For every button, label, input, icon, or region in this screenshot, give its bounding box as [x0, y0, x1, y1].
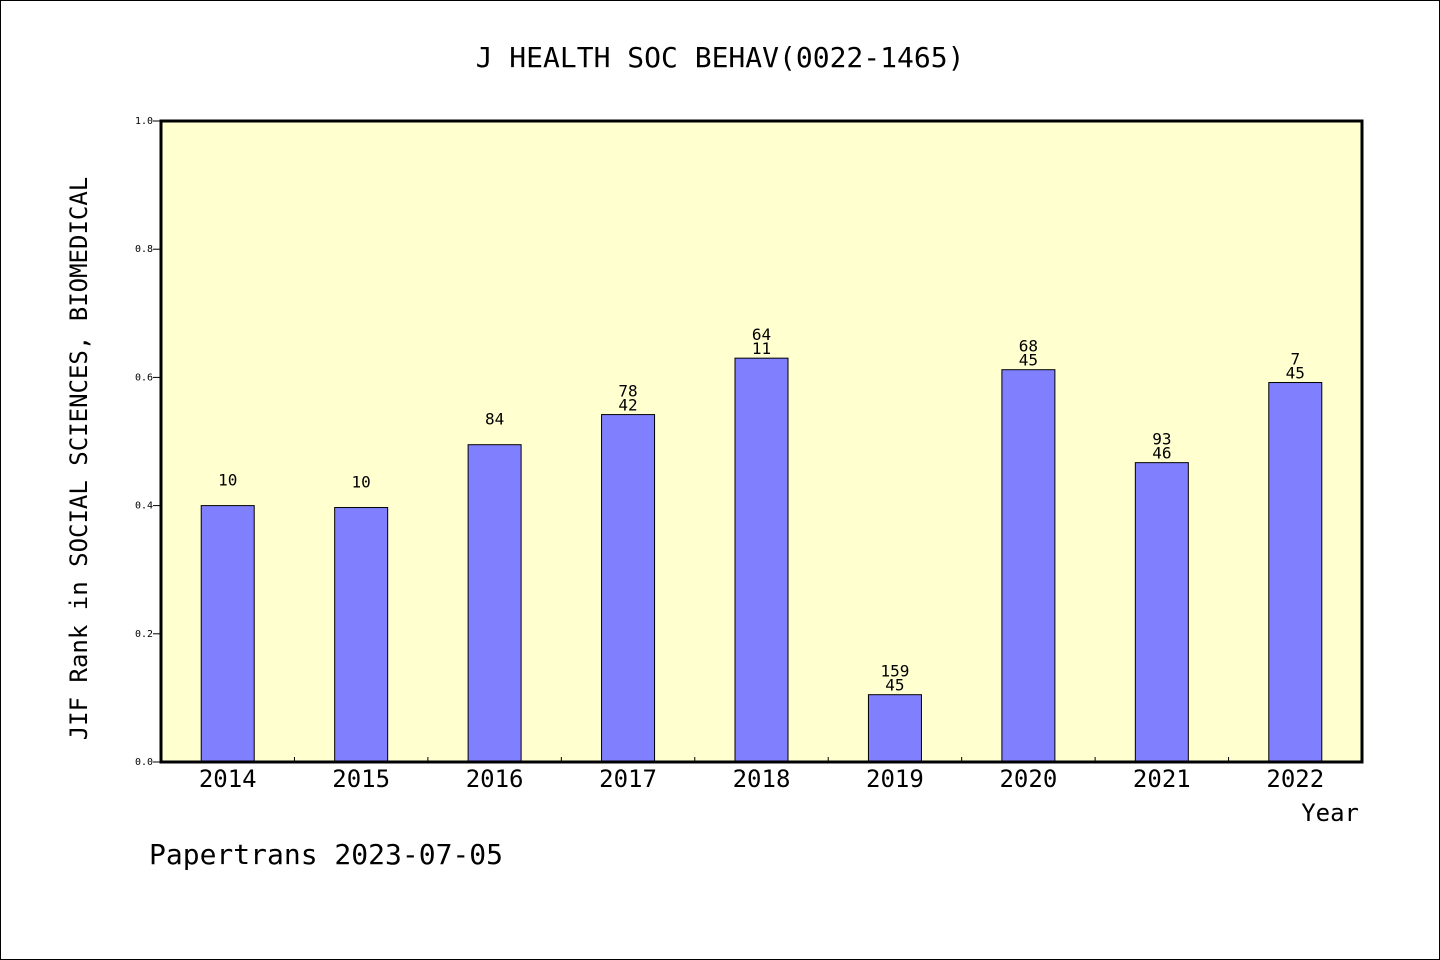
data-label: 10	[218, 471, 237, 490]
bar-2020	[1001, 369, 1056, 763]
data-label: 45	[1286, 364, 1305, 383]
data-label: 84	[485, 410, 504, 429]
x-axis: 2014 2015 2016 2017 2018 2019 2020 2021 2022	[199, 757, 1324, 793]
data-label: 7	[1290, 350, 1300, 369]
data-label: 11	[752, 339, 771, 358]
y-axis: 0.0 0.2 0.4 0.6 0.8 1.0	[135, 116, 161, 768]
data-label: 93	[1152, 430, 1171, 449]
x-tick-label: 2021	[1133, 765, 1191, 793]
bar-2019	[867, 694, 922, 763]
x-tick-label: 2018	[733, 765, 791, 793]
chart-title: J HEALTH SOC BEHAV(0022-1465)	[476, 41, 965, 74]
data-label: 78	[618, 382, 637, 401]
x-tick-label: 2019	[866, 765, 924, 793]
bar-2017	[601, 414, 656, 763]
y-axis-label: JIF Rank in SOCIAL SCIENCES, BIOMEDICAL	[65, 177, 93, 741]
data-label: 45	[1019, 351, 1038, 370]
data-label: 68	[1019, 337, 1038, 356]
bar-2018	[734, 357, 789, 763]
x-tick-label: 2014	[199, 765, 257, 793]
bar-2021	[1134, 462, 1189, 763]
bar-2022	[1268, 382, 1323, 763]
data-label: 46	[1152, 444, 1171, 463]
bars-layer	[200, 357, 1323, 763]
data-label: 42	[618, 396, 637, 415]
y-tick-label: 0.8	[135, 244, 153, 255]
data-label: 159	[880, 662, 909, 681]
y-tick-label: 0.0	[135, 757, 153, 768]
data-label: 64	[752, 325, 771, 344]
bar-2016	[467, 444, 522, 763]
data-label: 45	[885, 676, 904, 695]
plot-border	[159, 119, 1364, 764]
x-tick-label: 2022	[1266, 765, 1324, 793]
y-tick-label: 0.2	[135, 629, 153, 640]
bar-2015	[334, 507, 389, 763]
bar-2014	[200, 505, 255, 763]
y-tick-label: 1.0	[135, 116, 153, 127]
y-tick-label: 0.6	[135, 372, 153, 383]
x-tick-label: 2015	[332, 765, 390, 793]
x-tick-label: 2016	[466, 765, 524, 793]
x-tick-label: 2017	[599, 765, 657, 793]
footer-credit: Papertrans 2023-07-05	[149, 838, 503, 871]
x-tick-label: 2020	[999, 765, 1057, 793]
data-label: 10	[352, 473, 371, 492]
x-axis-label: Year	[1301, 799, 1359, 827]
y-tick-label: 0.4	[135, 501, 153, 512]
